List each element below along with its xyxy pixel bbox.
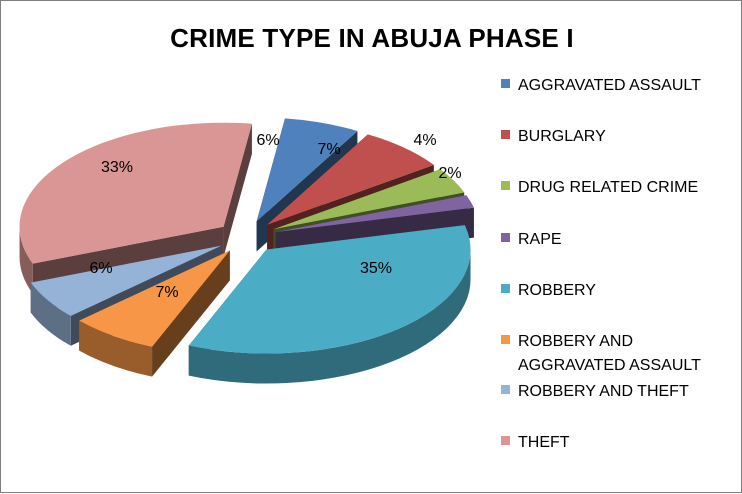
data-label-5: 7%: [155, 284, 178, 301]
data-label-4: 35%: [360, 260, 392, 277]
legend-label: THEFT: [518, 434, 570, 451]
chart-title: CRIME TYPE IN ABUJA PHASE I: [170, 23, 574, 53]
slice-rim: [30, 282, 71, 346]
legend-label: DRUG RELATED CRIME: [518, 179, 699, 196]
data-label-2: 4%: [413, 132, 436, 149]
legend-label: BURGLARY: [518, 128, 606, 145]
legend-swatch: [501, 181, 510, 190]
legend-label: AGGRAVATED ASSAULT: [518, 77, 701, 94]
data-label-0: 6%: [256, 132, 279, 149]
slice-rim: [188, 249, 471, 384]
legend-label: ROBBERY: [518, 282, 596, 299]
slice-top: [79, 250, 230, 347]
legend-swatch: [501, 130, 510, 139]
slice-top: [273, 169, 465, 230]
data-label-7: 33%: [101, 159, 133, 176]
data-label-1: 7%: [317, 141, 340, 158]
legend-swatch: [501, 233, 510, 242]
data-label-3: 2%: [438, 165, 461, 182]
legend-label: ROBBERY AND AGGRAVATED ASSAULT: [518, 333, 701, 374]
data-label-6: 6%: [89, 260, 112, 277]
slice-rim: [19, 226, 33, 294]
legend-swatch: [501, 385, 510, 394]
legend-swatch: [501, 335, 510, 344]
slice-top: [267, 134, 434, 225]
slice-top: [256, 118, 358, 222]
legend-swatch: [501, 436, 510, 445]
slice-rim: [79, 320, 153, 377]
pie-slice-4: [188, 225, 471, 384]
slice-top: [19, 122, 252, 264]
slice-top: [30, 245, 222, 316]
legend-swatch: [501, 284, 510, 293]
legend-label: RAPE: [518, 231, 562, 248]
legend-label: ROBBERY AND THEFT: [518, 383, 689, 400]
slice-top: [275, 195, 474, 233]
slice-wall: [223, 123, 252, 257]
pie-slice-5: [79, 250, 230, 377]
legend-swatch: [501, 79, 510, 88]
slice-top: [188, 225, 471, 354]
